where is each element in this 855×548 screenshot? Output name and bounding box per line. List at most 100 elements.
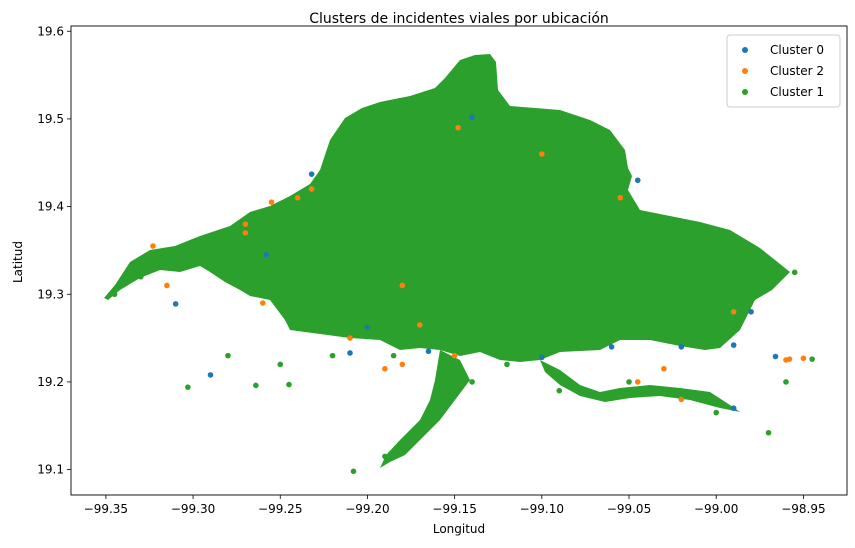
data-point xyxy=(260,300,266,306)
data-point xyxy=(556,387,563,394)
legend-label: Cluster 1 xyxy=(770,85,824,99)
data-point xyxy=(263,252,270,258)
data-point xyxy=(425,348,432,355)
x-axis-title: Longitud xyxy=(433,522,485,536)
y-tick-label: 19.6 xyxy=(37,24,64,38)
data-point xyxy=(800,355,807,362)
data-point xyxy=(416,431,423,438)
data-point xyxy=(730,342,737,348)
data-point xyxy=(225,352,231,359)
data-point xyxy=(626,379,632,385)
y-tick-label: 19.5 xyxy=(37,112,64,126)
legend-marker xyxy=(742,89,748,95)
legend: Cluster 0 Cluster 2 Cluster 1 xyxy=(726,34,841,108)
x-tick-label: −99.15 xyxy=(432,502,476,516)
data-point xyxy=(730,405,737,412)
data-point xyxy=(242,230,249,236)
x-tick-label: −99.10 xyxy=(520,502,564,516)
x-tick-label: −99.35 xyxy=(84,502,128,516)
data-point xyxy=(286,381,292,388)
plot-frame xyxy=(70,25,848,496)
data-point xyxy=(382,365,388,372)
data-point xyxy=(347,350,353,356)
x-tick-label: −98.95 xyxy=(781,502,825,516)
data-point xyxy=(661,365,667,372)
data-point xyxy=(277,361,284,368)
data-point xyxy=(678,326,685,333)
series-cluster-1 xyxy=(111,63,815,475)
y-tick-label: 19.3 xyxy=(37,287,64,301)
data-point xyxy=(772,353,779,360)
data-point xyxy=(399,282,406,289)
data-point xyxy=(451,352,458,359)
data-point xyxy=(268,199,275,206)
data-point xyxy=(469,63,475,70)
data-point xyxy=(486,81,493,87)
x-tick-label: −99.25 xyxy=(258,502,302,516)
data-point xyxy=(150,243,156,249)
y-tick-label: 19.1 xyxy=(37,463,64,477)
main-cluster-mass xyxy=(104,54,790,362)
data-point xyxy=(364,324,371,331)
data-point xyxy=(469,379,475,385)
data-point xyxy=(678,396,685,403)
data-point xyxy=(748,291,754,298)
data-point xyxy=(748,308,754,315)
data-point xyxy=(350,468,357,475)
data-point xyxy=(390,352,397,359)
data-point xyxy=(634,379,641,385)
y-tick-label: 19.4 xyxy=(37,200,64,214)
y-tick-label: 19.2 xyxy=(37,375,64,389)
data-point xyxy=(608,344,615,350)
legend-marker xyxy=(742,47,748,53)
data-point xyxy=(730,308,737,315)
data-point xyxy=(207,372,214,378)
data-point xyxy=(504,361,510,368)
chart-title: Clusters de incidentes viales por ubicac… xyxy=(309,11,609,27)
data-point xyxy=(329,352,336,359)
data-point xyxy=(791,269,798,276)
southeast-arm xyxy=(540,360,740,412)
data-point xyxy=(783,379,789,385)
x-tick-label: −99.00 xyxy=(694,502,738,516)
data-point xyxy=(260,221,266,227)
south-arm xyxy=(380,350,470,468)
data-point xyxy=(573,326,580,333)
data-point xyxy=(626,247,632,254)
data-point xyxy=(451,98,458,105)
data-point xyxy=(455,124,461,131)
data-point xyxy=(539,151,545,157)
data-point xyxy=(434,405,441,412)
x-tick-label: −99.30 xyxy=(171,502,215,516)
data-point xyxy=(253,382,259,389)
data-point xyxy=(137,273,144,280)
data-point xyxy=(783,357,789,363)
data-point xyxy=(190,238,196,245)
data-point xyxy=(713,409,720,416)
x-tick-label: −99.20 xyxy=(345,502,389,516)
data-point xyxy=(185,384,191,390)
series-cluster-2 xyxy=(150,124,807,403)
data-point xyxy=(111,291,118,298)
data-point xyxy=(416,159,423,166)
data-point xyxy=(678,344,685,350)
legend-label: Cluster 2 xyxy=(770,64,824,78)
legend-marker xyxy=(742,68,748,74)
data-point xyxy=(172,301,179,307)
data-point xyxy=(809,356,815,362)
point-cloud xyxy=(104,54,790,468)
data-point xyxy=(347,335,353,341)
data-point xyxy=(308,186,315,192)
data-point xyxy=(617,195,624,201)
data-point xyxy=(416,322,423,328)
data-point xyxy=(382,453,388,460)
data-point xyxy=(539,168,545,175)
points-layer xyxy=(111,63,815,475)
legend-box xyxy=(726,34,841,108)
data-point xyxy=(634,177,641,184)
series-cluster-0 xyxy=(172,114,779,412)
data-point xyxy=(329,265,336,271)
x-axis: −99.35 −99.30 −99.25 −99.20 −99.15 −99.10 −99.… xyxy=(84,495,826,516)
data-point xyxy=(364,212,371,219)
